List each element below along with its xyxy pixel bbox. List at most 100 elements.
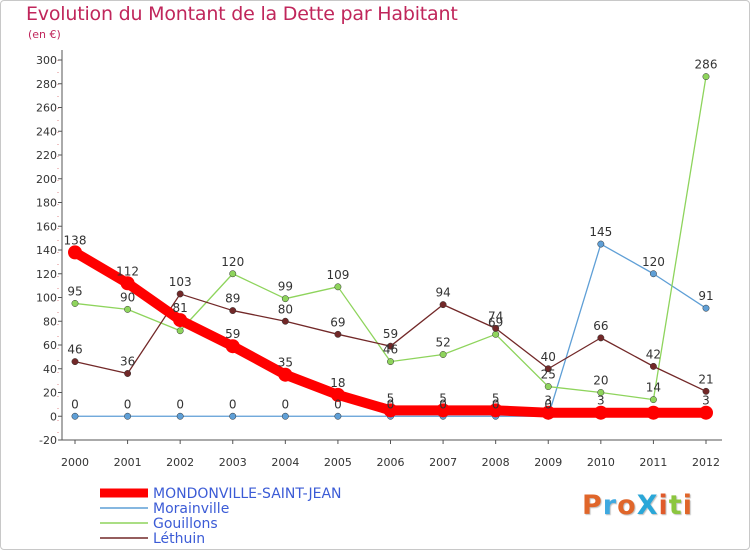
data-label: 94: [435, 286, 450, 300]
data-label: 74: [488, 309, 503, 323]
data-label: 0: [334, 397, 342, 411]
data-label: 286: [695, 58, 718, 72]
y-tick-label: 180: [36, 197, 57, 210]
data-point: [593, 405, 608, 420]
data-label: 103: [169, 275, 192, 289]
y-tick-label: 20: [43, 387, 57, 400]
data-point: [330, 387, 345, 402]
x-tick-label: 2005: [324, 456, 352, 469]
data-label: 3: [597, 394, 605, 408]
data-label: 90: [120, 290, 135, 304]
legend-label: Gouillons: [153, 516, 218, 532]
data-label: 52: [435, 336, 450, 350]
logo-letter: X: [636, 490, 659, 521]
proxiti-logo: ProXiti: [582, 490, 693, 521]
y-tick-label: 80: [43, 315, 57, 328]
logo-letter: t: [668, 490, 683, 521]
data-label: 81: [173, 301, 188, 315]
x-tick-label: 2004: [271, 456, 299, 469]
logo-letter: i: [658, 490, 669, 521]
x-tick-label: 2010: [587, 456, 615, 469]
y-tick-label: 40: [43, 363, 57, 376]
y-tick-label: 260: [36, 102, 57, 115]
data-point: [278, 367, 293, 382]
logo-letter: i: [682, 490, 693, 521]
data-point: [229, 270, 237, 278]
data-label: 3: [544, 394, 552, 408]
data-point: [597, 240, 605, 248]
data-point: [124, 370, 132, 377]
x-tick-label: 2011: [639, 456, 667, 469]
data-point: [597, 334, 605, 342]
data-point: [334, 412, 342, 420]
data-label: 59: [225, 327, 240, 341]
data-point: [334, 330, 342, 338]
data-point: [544, 383, 552, 391]
data-point: [281, 412, 289, 420]
data-label: 21: [698, 372, 713, 386]
data-label: 66: [593, 319, 608, 333]
data-point: [492, 324, 500, 332]
data-point: [120, 276, 135, 291]
data-label: 69: [488, 315, 503, 329]
data-label: 145: [589, 225, 612, 239]
data-point: [436, 403, 451, 418]
data-point: [649, 362, 657, 370]
data-point: [173, 313, 188, 328]
data-point: [492, 330, 500, 338]
data-label: 120: [642, 255, 665, 269]
legend-label: MONDONVILLE-SAINT-JEAN: [153, 486, 342, 502]
y-tick-label: 200: [36, 173, 57, 186]
x-tick-label: 2008: [482, 456, 510, 469]
data-label: 0: [124, 397, 132, 411]
data-point: [544, 365, 552, 373]
data-label: 89: [225, 292, 240, 306]
data-label: 40: [541, 350, 556, 364]
data-point: [387, 342, 394, 350]
y-tick-label: 280: [36, 78, 57, 91]
y-tick-label: 140: [36, 244, 57, 257]
y-tick-label: 60: [43, 339, 57, 352]
data-point: [176, 412, 184, 420]
data-label: 0: [229, 397, 237, 411]
x-tick-label: 2007: [429, 456, 457, 469]
data-point: [229, 307, 237, 315]
x-tick-label: 2002: [166, 456, 194, 469]
data-label: 20: [593, 374, 608, 388]
data-point: [387, 358, 394, 366]
data-point: [281, 317, 289, 325]
data-label: 35: [278, 356, 293, 370]
data-label: 5: [492, 391, 500, 405]
data-label: 99: [278, 280, 293, 294]
y-tick-label: -20: [39, 434, 57, 447]
data-label: 46: [383, 343, 398, 357]
data-point: [229, 412, 237, 420]
data-point: [702, 387, 710, 395]
data-point: [71, 358, 79, 366]
data-point: [71, 412, 79, 420]
data-label: 112: [116, 264, 139, 278]
data-label: 14: [646, 381, 661, 395]
data-point: [68, 245, 82, 260]
data-point: [281, 295, 289, 303]
x-tick-label: 2003: [219, 456, 247, 469]
chart-subtitle: (en €): [28, 28, 61, 41]
data-label: 91: [698, 289, 713, 303]
legend-label: Léthuin: [153, 531, 205, 547]
logo-letter: r: [602, 490, 618, 521]
x-tick-label: 2006: [377, 456, 405, 469]
data-point: [124, 412, 132, 420]
data-point: [649, 396, 657, 404]
data-label: 59: [383, 327, 398, 341]
data-point: [334, 283, 342, 291]
data-point: [71, 299, 79, 307]
data-label: 46: [67, 343, 82, 357]
data-label: 18: [330, 376, 345, 390]
data-point: [702, 73, 710, 81]
y-tick-label: 220: [36, 149, 57, 162]
data-label: 0: [71, 397, 79, 411]
data-label: 0: [176, 397, 184, 411]
data-point: [702, 304, 710, 312]
y-tick-label: 300: [36, 54, 57, 67]
